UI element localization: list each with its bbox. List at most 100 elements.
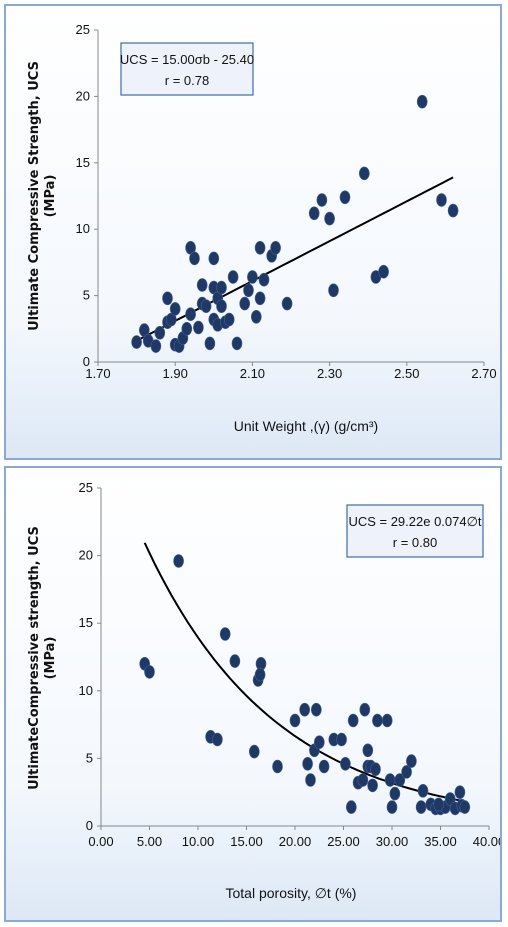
data-point: [313, 735, 325, 750]
data-point: [328, 283, 339, 298]
data-point: [193, 320, 204, 335]
data-point: [302, 756, 313, 771]
y-axis-label: UltimateCompressive strength, UCS: [27, 526, 42, 790]
data-point: [378, 264, 389, 279]
data-point: [358, 166, 370, 181]
data-point: [339, 190, 351, 205]
data-point: [247, 270, 258, 284]
data-point: [150, 339, 162, 353]
y-tick-label: 5: [83, 288, 90, 303]
data-point: [299, 702, 311, 717]
data-point: [231, 336, 243, 351]
x-tick-label: 30.00: [376, 834, 409, 849]
data-point: [239, 296, 250, 311]
equation-box: [120, 42, 254, 96]
data-point: [417, 783, 429, 798]
y-tick-label: 10: [79, 683, 93, 698]
data-point: [394, 773, 406, 787]
data-point: [336, 732, 347, 747]
data-point: [324, 211, 335, 226]
data-point: [384, 773, 396, 787]
data-point: [208, 251, 220, 266]
x-tick-label: 5.00: [137, 834, 162, 849]
chart-panel-porosity: 0 5 10 15 20 25 0.00 5.00 10.00 15.00 20.00 25.00 30…: [4, 466, 502, 922]
data-point: [154, 325, 166, 340]
data-point: [308, 206, 320, 221]
x-tick-label: 20.00: [279, 834, 312, 849]
data-point: [289, 713, 301, 728]
data-point: [249, 744, 260, 759]
data-point: [406, 754, 417, 768]
data-point: [454, 785, 466, 800]
data-point: [270, 241, 281, 255]
data-point: [372, 713, 383, 728]
data-point: [316, 193, 328, 207]
data-point: [212, 732, 223, 747]
data-point: [415, 800, 427, 814]
correlation-label: r = 0.78: [165, 73, 209, 88]
data-point: [436, 193, 447, 207]
data-point: [254, 291, 266, 306]
data-point: [272, 759, 283, 774]
equation-label: UCS = 15.00σb - 25.40: [120, 52, 254, 67]
x-tick-label: 40.00: [473, 834, 500, 849]
y-tick-label: 25: [76, 22, 90, 37]
data-point: [169, 302, 181, 316]
data-point: [185, 307, 196, 322]
data-point: [281, 296, 293, 311]
data-point: [227, 270, 239, 284]
data-point: [447, 203, 459, 218]
y-tick-label: 0: [83, 354, 90, 369]
x-tick-label: 0.00: [88, 834, 113, 849]
data-point: [386, 800, 398, 814]
data-point: [389, 786, 401, 801]
chart-unit-weight: 0 5 10 15 20 25 1.70 1.90 2.10 2.30 2.50 2.70 UCS =…: [27, 22, 497, 434]
x-axis-label: Unit Weight ,(γ) (g/cm³): [234, 418, 378, 434]
equation-box: [346, 504, 484, 558]
data-point: [162, 291, 173, 306]
data-point: [216, 280, 227, 295]
data-point: [459, 800, 471, 814]
data-point: [362, 743, 374, 758]
data-point: [367, 778, 378, 793]
data-point: [254, 667, 266, 682]
data-point: [254, 241, 266, 255]
y-axis-label-unit: (MPa): [43, 175, 58, 218]
data-point: [381, 713, 393, 728]
trend-line: [136, 176, 454, 342]
data-point: [144, 665, 155, 679]
data-point: [370, 762, 381, 777]
data-point: [359, 702, 371, 717]
y-axis-label: Ultimate Compressive Strength, UCS: [27, 61, 42, 331]
chart-porosity: 0 5 10 15 20 25 0.00 5.00 10.00 15.00 20.00 25.00 30…: [27, 480, 500, 901]
data-point: [189, 251, 200, 266]
equation-label: UCS = 29.22e 0.074∅t: [348, 514, 481, 529]
data-point: [357, 773, 369, 787]
data-point: [433, 797, 444, 812]
data-point: [310, 702, 322, 717]
data-point: [251, 309, 262, 324]
x-tick-label: 2.30: [317, 366, 342, 381]
x-tick-label: 1.70: [85, 366, 110, 381]
x-tick-label: 25.00: [327, 834, 360, 849]
data-point: [200, 299, 212, 314]
data-point: [340, 756, 351, 771]
data-point: [196, 278, 208, 292]
y-tick-label: 15: [79, 615, 93, 630]
correlation-label: r = 0.80: [393, 535, 437, 550]
x-tick-label: 15.00: [230, 834, 263, 849]
y-tick-label: 20: [76, 88, 90, 103]
data-point: [204, 336, 216, 351]
x-axis-label: Total porosity, ∅t (%): [226, 885, 357, 901]
x-tick-label: 2.50: [394, 366, 419, 381]
data-point: [229, 654, 241, 668]
data-point: [173, 554, 184, 568]
data-point: [131, 335, 142, 349]
x-tick-label: 35.00: [424, 834, 457, 849]
y-tick-label: 20: [79, 548, 93, 563]
data-point: [416, 94, 428, 109]
y-tick-label: 15: [76, 155, 90, 170]
data-point: [401, 765, 412, 779]
x-tick-label: 1.90: [163, 366, 188, 381]
data-point: [258, 272, 270, 287]
